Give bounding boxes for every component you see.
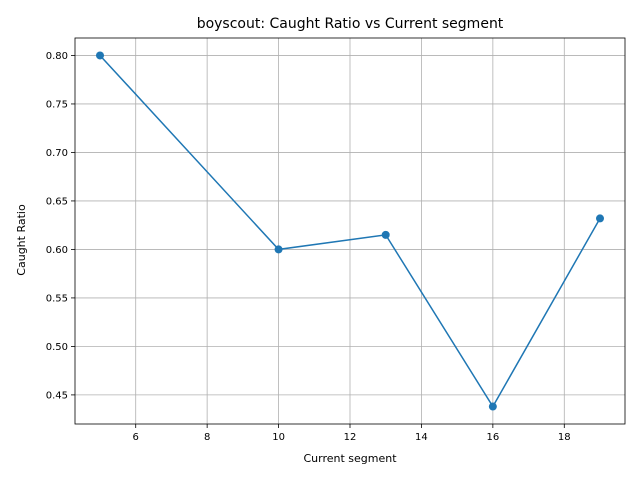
y-tick-label: 0.80: [46, 51, 68, 62]
y-tick-label: 0.65: [46, 196, 68, 207]
y-tick-label: 0.70: [46, 148, 68, 159]
x-tick-label: 14: [415, 432, 428, 443]
y-tick-label: 0.50: [46, 342, 68, 353]
x-tick-label: 10: [272, 432, 285, 443]
grid-layer: [75, 38, 625, 424]
x-tick-label: 6: [133, 432, 139, 443]
x-axis-label: Current segment: [303, 452, 397, 465]
data-point: [274, 245, 283, 254]
data-point: [488, 402, 497, 411]
data-point: [596, 214, 604, 223]
ticks-layer: 6 8 10 12 14 16 18 0.45 0.50 0.55 0.60 0.65 0.70 0.75…: [46, 51, 571, 443]
x-tick-label: 12: [344, 432, 357, 443]
series-layer: [96, 51, 604, 411]
y-tick-label: 0.55: [46, 293, 68, 304]
y-tick-label: 0.45: [46, 390, 68, 401]
data-point: [96, 51, 104, 60]
data-point: [381, 230, 390, 239]
x-tick-label: 16: [486, 432, 499, 443]
y-tick-label: 0.60: [46, 245, 68, 256]
x-tick-label: 8: [204, 432, 210, 443]
chart-title: boyscout: Caught Ratio vs Current segmen…: [197, 16, 504, 32]
y-tick-label: 0.75: [46, 99, 68, 110]
y-axis-label: Caught Ratio: [15, 204, 28, 276]
x-tick-label: 18: [558, 432, 571, 443]
